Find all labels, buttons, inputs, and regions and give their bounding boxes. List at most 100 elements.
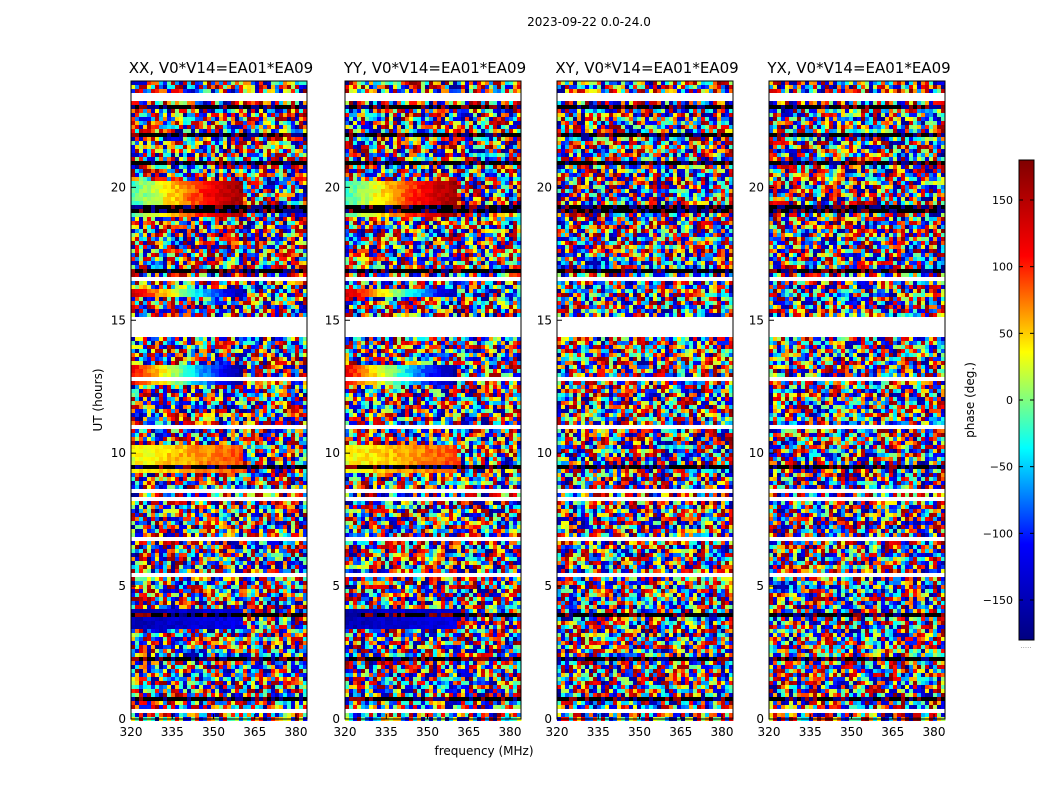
phase-cell	[199, 117, 203, 121]
phase-cell	[151, 237, 155, 241]
phase-cell	[151, 509, 155, 513]
phase-cell	[183, 397, 187, 401]
phase-cell	[267, 513, 271, 517]
phase-cell	[259, 413, 263, 417]
phase-cell	[199, 521, 203, 525]
phase-cell	[219, 533, 223, 537]
phase-cell	[143, 301, 147, 305]
phase-cell	[219, 381, 223, 385]
phase-cell	[231, 397, 235, 401]
phase-cell	[263, 493, 267, 497]
phase-cell	[291, 369, 295, 373]
phase-cell	[211, 337, 215, 341]
phase-cell	[135, 397, 139, 401]
phase-cell	[195, 297, 199, 301]
phase-cell	[259, 297, 263, 301]
suptitle: 2023-09-22 0.0-24.0	[527, 15, 651, 29]
phase-cell	[247, 245, 251, 249]
phase-cell	[267, 485, 271, 489]
phase-cell	[271, 409, 275, 413]
phase-cell	[211, 565, 215, 569]
phase-cell	[139, 417, 143, 421]
phase-cell	[231, 369, 235, 373]
phase-cell	[211, 149, 215, 153]
phase-cell	[231, 189, 235, 193]
phase-cell	[227, 181, 231, 185]
phase-cell	[243, 149, 247, 153]
phase-cell	[291, 257, 295, 261]
phase-cell	[171, 533, 175, 537]
phase-cell	[251, 249, 255, 253]
phase-cell	[131, 181, 135, 185]
phase-cell	[223, 493, 227, 497]
phase-cell	[263, 197, 267, 201]
phase-cell	[195, 81, 199, 85]
phase-cell	[203, 549, 207, 553]
phase-cell	[243, 561, 247, 565]
phase-cell	[163, 185, 167, 189]
phase-cell	[211, 513, 215, 517]
phase-cell	[135, 421, 139, 425]
phase-cell	[203, 253, 207, 257]
phase-cell	[267, 585, 271, 589]
phase-cell	[243, 505, 247, 509]
phase-cell	[147, 237, 151, 241]
phase-cell	[247, 297, 251, 301]
phase-cell	[175, 445, 179, 449]
phase-cell	[175, 125, 179, 129]
phase-cell	[275, 133, 279, 137]
phase-cell	[211, 81, 215, 85]
phase-cell	[263, 293, 267, 297]
phase-cell	[219, 565, 223, 569]
phase-cell	[191, 413, 195, 417]
phase-cell	[155, 413, 159, 417]
phase-cell	[215, 241, 219, 245]
phase-cell	[151, 201, 155, 205]
phase-cell	[167, 565, 171, 569]
phase-cell	[135, 241, 139, 245]
phase-cell	[179, 441, 183, 445]
phase-cell	[207, 85, 211, 89]
phase-cell	[167, 209, 171, 213]
phase-cell	[243, 469, 247, 473]
phase-cell	[215, 369, 219, 373]
phase-cell	[271, 585, 275, 589]
phase-cell	[207, 273, 211, 277]
phase-cell	[271, 373, 275, 377]
phase-cell	[235, 241, 239, 245]
phase-cell	[187, 437, 191, 441]
phase-cell	[203, 141, 207, 145]
phase-cell	[263, 101, 267, 105]
phase-cell	[235, 145, 239, 149]
phase-cell	[211, 193, 215, 197]
phase-cell	[251, 153, 255, 157]
phase-cell	[139, 445, 143, 449]
phase-cell	[187, 545, 191, 549]
phase-cell	[279, 337, 283, 341]
phase-cell	[243, 521, 247, 525]
phase-cell	[271, 449, 275, 453]
phase-cell	[139, 137, 143, 141]
phase-cell	[171, 405, 175, 409]
phase-cell	[291, 209, 295, 213]
phase-cell	[199, 201, 203, 205]
phase-cell	[235, 165, 239, 169]
phase-cell	[199, 353, 203, 357]
phase-cell	[231, 505, 235, 509]
phase-cell	[207, 145, 211, 149]
phase-cell	[283, 357, 287, 361]
phase-cell	[279, 441, 283, 445]
phase-cell	[291, 373, 295, 377]
phase-cell	[263, 441, 267, 445]
phase-cell	[239, 485, 243, 489]
phase-cell	[183, 309, 187, 313]
phase-cell	[211, 413, 215, 417]
phase-cell	[271, 445, 275, 449]
phase-cell	[155, 409, 159, 413]
phase-cell	[151, 161, 155, 165]
phase-cell	[287, 289, 291, 293]
phase-cell	[239, 89, 243, 93]
phase-cell	[159, 269, 163, 273]
phase-cell	[203, 369, 207, 373]
phase-cell	[159, 437, 163, 441]
